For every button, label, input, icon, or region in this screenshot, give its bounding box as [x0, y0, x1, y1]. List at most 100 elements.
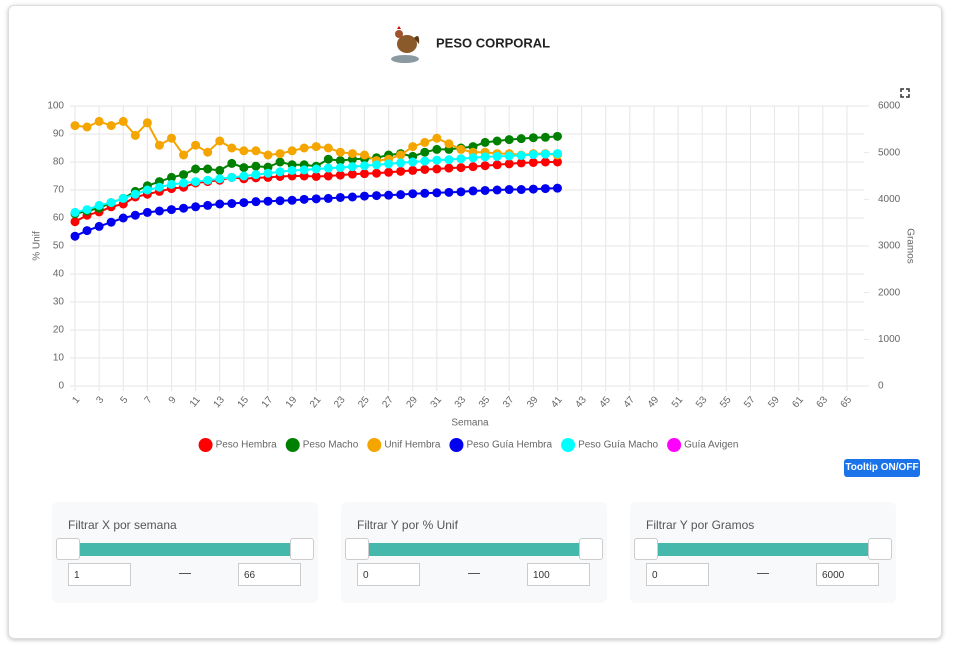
data-point — [420, 188, 430, 198]
data-point — [191, 140, 201, 150]
x-tick-label: 3 — [94, 394, 106, 406]
slider-handle[interactable] — [56, 538, 80, 560]
data-point — [82, 226, 92, 236]
data-point — [528, 150, 538, 160]
data-point — [118, 116, 128, 126]
y-tick-label: 0 — [58, 381, 64, 392]
slider-handle[interactable] — [868, 538, 892, 560]
data-point — [142, 207, 152, 217]
data-point — [299, 143, 309, 153]
data-point — [335, 170, 345, 180]
data-point — [492, 136, 502, 146]
data-point — [275, 167, 285, 177]
y2-tick-label: 5000 — [878, 147, 901, 158]
data-point — [130, 130, 140, 140]
data-point — [179, 203, 189, 213]
data-point — [239, 171, 249, 181]
data-point — [552, 131, 562, 141]
legend-item[interactable]: Guía Avigen — [667, 438, 738, 452]
max-input[interactable]: 100 — [527, 563, 590, 586]
data-point — [372, 168, 382, 178]
data-point — [227, 143, 237, 153]
slider-track — [56, 538, 314, 560]
data-point — [275, 149, 285, 159]
data-point — [154, 206, 164, 216]
legend-item[interactable]: Peso Guía Macho — [561, 438, 659, 452]
x-tick-label: 21 — [308, 394, 324, 410]
data-point — [287, 195, 297, 205]
x-tick-label: 61 — [790, 394, 806, 410]
data-point — [396, 158, 406, 168]
data-point — [480, 185, 490, 195]
slider-track — [345, 538, 603, 560]
x-tick-label: 51 — [670, 394, 686, 410]
data-point — [106, 121, 116, 131]
data-point — [179, 178, 189, 188]
y2-tick-label: 2000 — [878, 287, 901, 298]
max-input[interactable]: 66 — [238, 563, 301, 586]
data-point — [251, 170, 261, 180]
data-point — [468, 162, 478, 172]
slider-track — [634, 538, 892, 560]
data-point — [347, 192, 357, 202]
min-input[interactable]: 0 — [357, 563, 420, 586]
slider-handle[interactable] — [634, 538, 658, 560]
legend-item[interactable]: Peso Hembra — [198, 438, 278, 452]
data-point — [408, 189, 418, 199]
data-point — [347, 169, 357, 179]
data-point — [347, 149, 357, 159]
min-input[interactable]: 1 — [68, 563, 131, 586]
data-point — [456, 187, 466, 197]
data-point — [456, 154, 466, 164]
legend-item[interactable]: Unif Hembra — [367, 438, 441, 452]
legend-item[interactable]: Peso Guía Hembra — [449, 438, 552, 452]
data-point — [191, 164, 201, 174]
data-point — [70, 231, 80, 241]
data-point — [335, 147, 345, 157]
max-input[interactable]: 6000 — [816, 563, 879, 586]
data-point — [239, 198, 249, 208]
data-point — [456, 144, 466, 154]
y2-tick-label: 3000 — [878, 241, 901, 252]
data-point — [359, 161, 369, 171]
legend-item[interactable]: Peso Macho — [285, 438, 359, 452]
separator — [179, 573, 191, 574]
fullscreen-icon[interactable] — [900, 88, 910, 98]
data-point — [480, 161, 490, 171]
data-point — [203, 200, 213, 210]
data-point — [444, 155, 454, 165]
min-input[interactable]: 0 — [646, 563, 709, 586]
data-point — [142, 185, 152, 195]
data-point — [492, 151, 502, 161]
filter-panel: Filtrar X por semana 1 66 — [52, 502, 318, 603]
separator — [757, 573, 769, 574]
data-point — [106, 198, 116, 208]
data-point — [335, 163, 345, 173]
data-point — [239, 146, 249, 156]
data-point — [227, 158, 237, 168]
slider-handle[interactable] — [579, 538, 603, 560]
separator — [468, 573, 480, 574]
slider-handle[interactable] — [345, 538, 369, 560]
legend-swatch — [198, 438, 213, 452]
data-point — [432, 188, 442, 198]
data-point — [263, 196, 273, 206]
tooltip-button[interactable]: Tooltip ON/OFF — [844, 459, 920, 477]
legend-swatch — [449, 438, 464, 452]
data-point — [432, 164, 442, 174]
data-point — [540, 149, 550, 159]
x-tick-label: 43 — [573, 394, 589, 410]
data-point — [82, 122, 92, 132]
x-tick-label: 55 — [718, 394, 734, 410]
data-point — [528, 133, 538, 143]
y-tick-label: 90 — [53, 129, 65, 140]
data-point — [323, 193, 333, 203]
data-point — [408, 157, 418, 167]
data-point — [70, 217, 80, 227]
slider-handle[interactable] — [290, 538, 314, 560]
data-point — [323, 163, 333, 173]
data-point — [70, 121, 80, 131]
x-tick-label: 19 — [284, 394, 300, 410]
